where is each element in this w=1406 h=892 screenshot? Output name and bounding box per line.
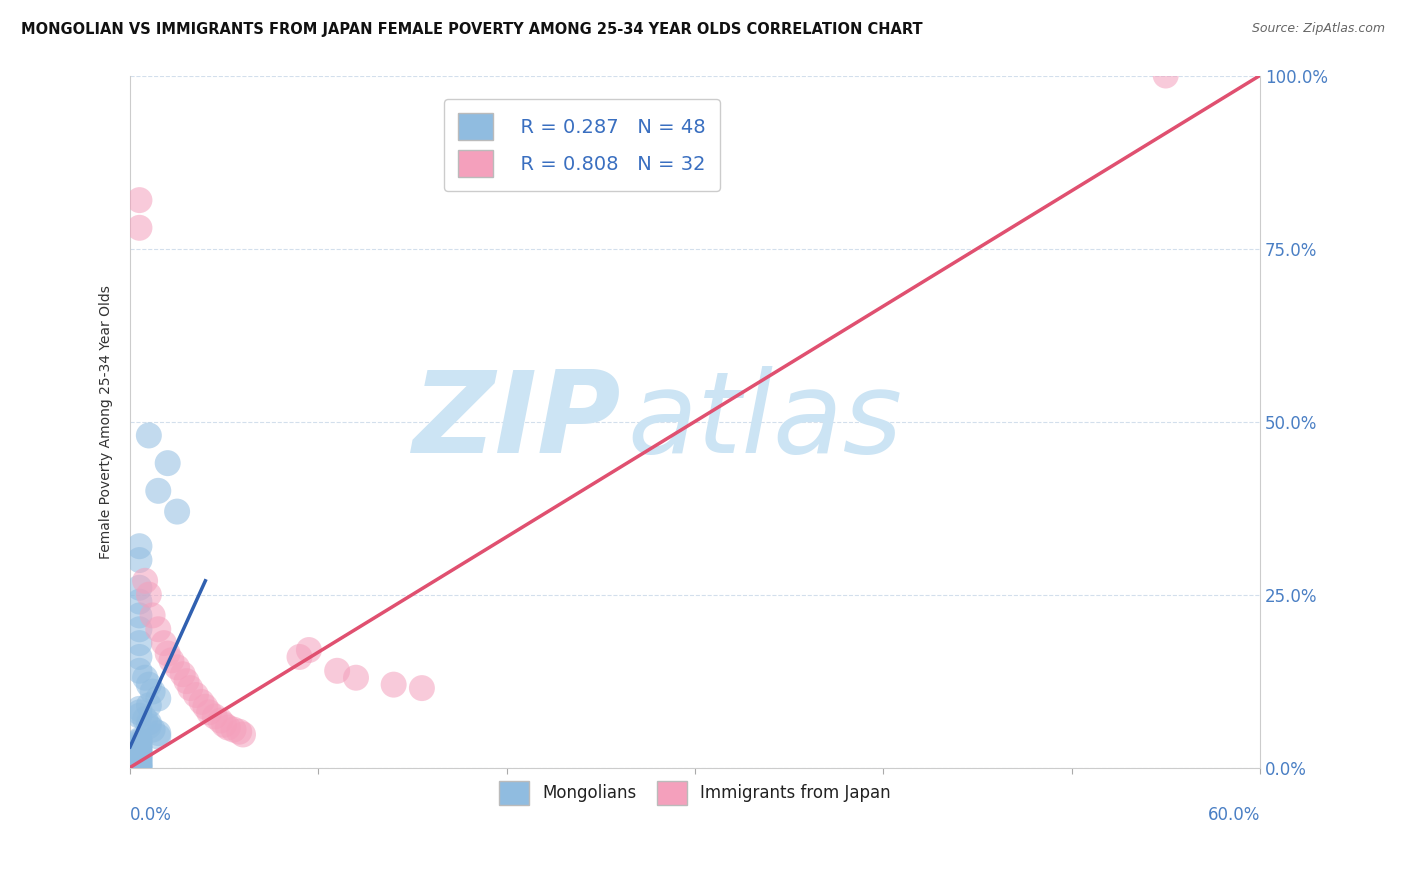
Point — [179, 681, 201, 695]
Point — [128, 581, 150, 595]
Point — [128, 761, 150, 775]
Point — [128, 193, 150, 207]
Point — [128, 664, 150, 678]
Point — [128, 755, 150, 769]
Point — [128, 622, 150, 636]
Point — [142, 723, 165, 737]
Point — [128, 708, 150, 723]
Point — [128, 756, 150, 771]
Text: 60.0%: 60.0% — [1208, 805, 1260, 824]
Point — [222, 723, 245, 737]
Point — [232, 727, 254, 741]
Point — [128, 751, 150, 765]
Point — [128, 744, 150, 758]
Point — [128, 749, 150, 764]
Point — [128, 739, 150, 753]
Point — [128, 649, 150, 664]
Point — [228, 724, 250, 739]
Point — [128, 759, 150, 773]
Point — [166, 660, 188, 674]
Text: ZIP: ZIP — [413, 366, 621, 477]
Point — [156, 456, 179, 470]
Point — [1154, 69, 1177, 83]
Point — [198, 706, 221, 720]
Point — [326, 664, 349, 678]
Point — [128, 706, 150, 720]
Point — [190, 695, 212, 709]
Point — [138, 698, 160, 713]
Point — [134, 574, 156, 588]
Y-axis label: Female Poverty Among 25-34 Year Olds: Female Poverty Among 25-34 Year Olds — [100, 285, 114, 558]
Point — [128, 760, 150, 774]
Point — [148, 691, 170, 706]
Point — [138, 719, 160, 733]
Text: MONGOLIAN VS IMMIGRANTS FROM JAPAN FEMALE POVERTY AMONG 25-34 YEAR OLDS CORRELAT: MONGOLIAN VS IMMIGRANTS FROM JAPAN FEMAL… — [21, 22, 922, 37]
Point — [128, 733, 150, 747]
Point — [128, 636, 150, 650]
Point — [128, 739, 150, 754]
Point — [142, 608, 165, 623]
Point — [128, 752, 150, 766]
Point — [128, 748, 150, 763]
Point — [298, 643, 321, 657]
Point — [382, 678, 405, 692]
Point — [148, 622, 170, 636]
Point — [344, 671, 367, 685]
Text: 0.0%: 0.0% — [129, 805, 172, 824]
Point — [134, 671, 156, 685]
Point — [153, 636, 176, 650]
Point — [138, 678, 160, 692]
Point — [128, 594, 150, 608]
Point — [138, 588, 160, 602]
Text: Source: ZipAtlas.com: Source: ZipAtlas.com — [1251, 22, 1385, 36]
Point — [128, 220, 150, 235]
Point — [148, 730, 170, 744]
Point — [128, 742, 150, 756]
Point — [166, 505, 188, 519]
Point — [217, 721, 239, 735]
Point — [176, 674, 198, 689]
Point — [142, 684, 165, 698]
Point — [160, 653, 183, 667]
Point — [172, 667, 194, 681]
Point — [138, 715, 160, 730]
Point — [128, 553, 150, 567]
Point — [128, 741, 150, 756]
Point — [411, 681, 433, 695]
Point — [148, 726, 170, 740]
Point — [128, 747, 150, 761]
Point — [128, 734, 150, 748]
Point — [128, 754, 150, 768]
Point — [128, 702, 150, 716]
Text: atlas: atlas — [627, 366, 903, 477]
Point — [184, 688, 207, 702]
Point — [148, 483, 170, 498]
Point — [128, 539, 150, 553]
Point — [209, 714, 232, 728]
Point — [204, 709, 226, 723]
Point — [138, 428, 160, 442]
Point — [128, 608, 150, 623]
Point — [128, 758, 150, 772]
Point — [128, 736, 150, 750]
Point — [212, 718, 235, 732]
Point — [128, 746, 150, 760]
Point — [288, 649, 311, 664]
Legend: Mongolians, Immigrants from Japan: Mongolians, Immigrants from Japan — [492, 774, 897, 812]
Point — [134, 712, 156, 726]
Point — [194, 699, 217, 714]
Point — [156, 647, 179, 661]
